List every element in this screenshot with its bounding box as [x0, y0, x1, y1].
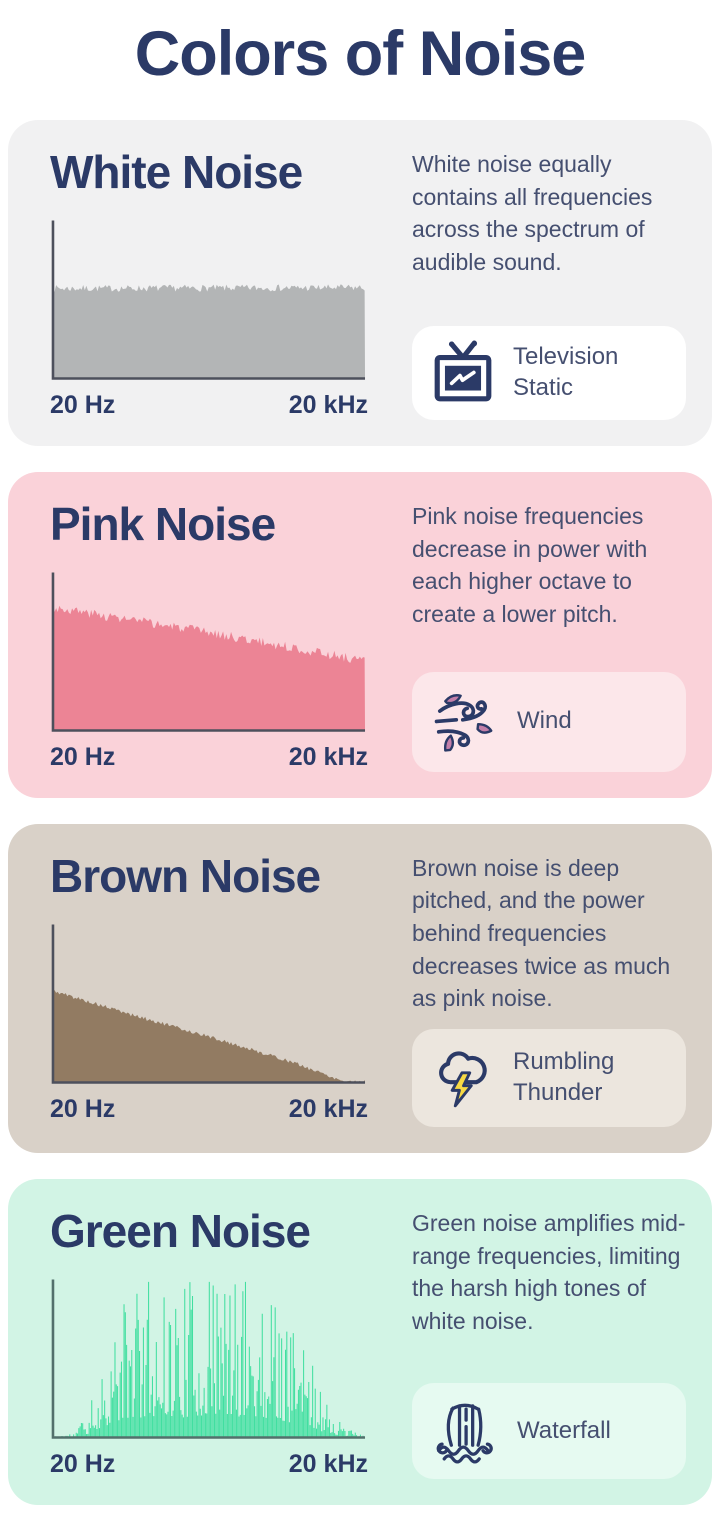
noise-card-pink: Pink Noise 20 Hz 20 kHz Pink noise frequ… [8, 471, 712, 798]
axis-label-right: 20 kHz [288, 1094, 368, 1123]
section-description-brown: Brown noise is deep pitched, and the pow… [412, 854, 671, 1012]
section-title-green: Green Noise [50, 1205, 311, 1258]
pink-noise-spectrum-chart [51, 572, 366, 732]
white-noise-spectrum-chart [51, 220, 366, 380]
section-description-green: Green noise amplifies mid-range frequenc… [412, 1210, 686, 1335]
section-title-pink: Pink Noise [50, 497, 276, 550]
example-chip-waterfall: Waterfall [412, 1382, 686, 1479]
green-noise-spectrum-chart [51, 1279, 366, 1439]
brown-noise-chart-area: Brown Noise 20 Hz 20 kHz [50, 850, 398, 1127]
noise-card-white: White Noise 20 Hz 20 kHz White noise equ… [8, 120, 712, 446]
example-label: Rumbling Thunder [513, 1048, 615, 1107]
page-title: Colors of Noise [134, 19, 587, 89]
section-description-pink: Pink noise frequencies decrease in power… [412, 502, 648, 627]
example-chip-television-static: Television Static [412, 325, 686, 420]
example-label: Waterfall [517, 1416, 611, 1444]
axis-label-right: 20 kHz [288, 1449, 368, 1478]
brown-noise-spectrum-chart [51, 924, 366, 1084]
example-label: Wind [517, 707, 572, 735]
noise-card-brown: Brown Noise 20 Hz 20 kHz Brown noise is … [8, 823, 712, 1154]
axis-labels: 20 Hz 20 kHz [50, 1450, 368, 1479]
waterfall-icon [430, 1396, 500, 1466]
example-label: Television Static [513, 343, 619, 401]
noise-card-green: Green Noise 20 Hz 20 kHz Green noise amp… [8, 1179, 712, 1505]
green-noise-info: Green noise amplifies mid-range frequenc… [408, 1205, 696, 1479]
section-title-white: White Noise [50, 146, 303, 198]
axis-label-left: 20 Hz [50, 390, 116, 419]
example-chip-rumbling-thunder: Rumbling Thunder [412, 1029, 686, 1128]
white-noise-info: White noise equally contains all frequen… [408, 146, 696, 420]
wind-icon [430, 685, 500, 759]
green-noise-chart-area: Green Noise 20 Hz 20 kHz [50, 1205, 398, 1479]
axis-labels: 20 Hz 20 kHz [50, 743, 368, 772]
axis-label-right: 20 kHz [288, 742, 368, 771]
axis-labels: 20 Hz 20 kHz [50, 1095, 368, 1124]
white-noise-chart-area: White Noise 20 Hz 20 kHz [50, 146, 398, 420]
section-title-brown: Brown Noise [50, 849, 321, 902]
pink-noise-info: Pink noise frequencies decrease in power… [408, 498, 696, 772]
axis-label-right: 20 kHz [288, 390, 368, 419]
brown-noise-info: Brown noise is deep pitched, and the pow… [408, 850, 696, 1128]
rumbling-thunder-icon [430, 1042, 496, 1114]
axis-label-left: 20 Hz [50, 742, 116, 771]
section-description-white: White noise equally contains all frequen… [412, 151, 653, 275]
television-static-icon [430, 340, 496, 406]
axis-labels: 20 Hz 20 kHz [50, 391, 368, 420]
example-chip-wind: Wind [412, 671, 686, 772]
axis-label-left: 20 Hz [50, 1449, 116, 1478]
axis-label-left: 20 Hz [50, 1094, 116, 1123]
pink-noise-chart-area: Pink Noise 20 Hz 20 kHz [50, 498, 398, 772]
